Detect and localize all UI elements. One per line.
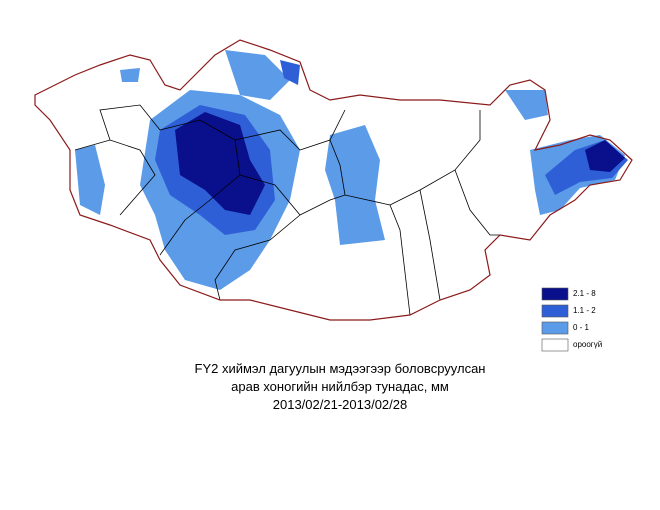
caption-line: 2013/02/21-2013/02/28 [273, 397, 407, 412]
legend-label: ороогүй [573, 340, 602, 349]
legend-label: 1.1 - 2 [573, 306, 596, 315]
country-border [34, 39, 633, 321]
precipitation-areas [75, 50, 628, 290]
precip-low [225, 50, 290, 100]
legend-label: 0 - 1 [573, 323, 590, 332]
legend-swatch [541, 338, 569, 352]
precip-mid [280, 60, 300, 85]
precip-low [75, 145, 105, 215]
legend-swatch [541, 304, 569, 318]
caption-line: арав хоногийн нийлбэр тунадас, мм [231, 379, 449, 394]
precip-high [175, 112, 265, 215]
map [34, 39, 633, 321]
caption-line: FY2 хиймэл дагуулын мэдээгээр боловсруул… [195, 361, 486, 376]
precip-low [120, 68, 140, 82]
precip-low [325, 125, 385, 245]
legend-swatch [541, 287, 569, 301]
province-borders [74, 104, 500, 316]
precip-low [505, 90, 548, 120]
precip-high [585, 140, 625, 172]
caption: FY2 хиймэл дагуулын мэдээгээр боловсруул… [195, 361, 486, 412]
legend: 2.1 - 8 1.1 - 2 0 - 1 ороогүй [541, 287, 602, 352]
legend-label: 2.1 - 8 [573, 289, 596, 298]
legend-swatch [541, 321, 569, 335]
